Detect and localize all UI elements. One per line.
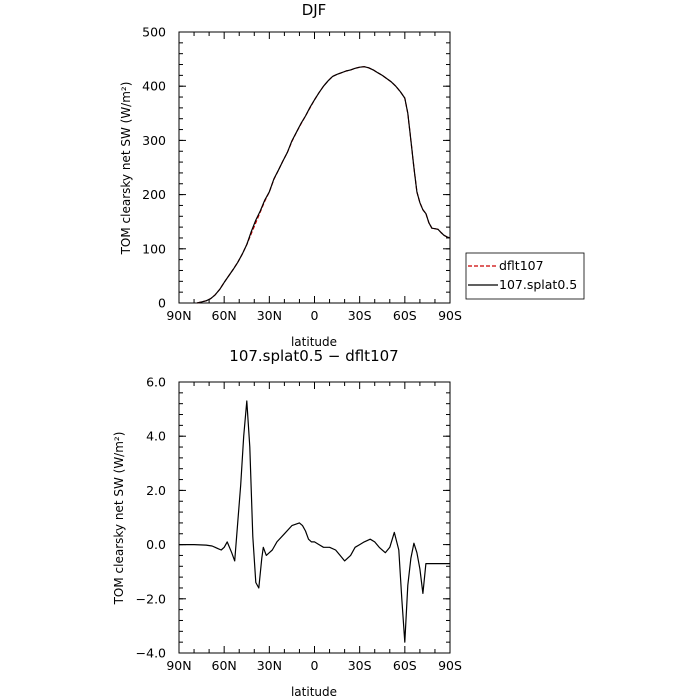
bottom-chart-ytick-label: 4.0 [146, 429, 166, 444]
top-chart-xtick-label: 90S [438, 308, 462, 323]
legend-label-dflt107: dflt107 [499, 258, 544, 273]
bottom-chart-xtick-label: 60S [393, 658, 417, 673]
top-chart-ytick-label: 300 [142, 133, 166, 148]
top-chart-xtick-label: 30S [348, 308, 372, 323]
bottom-chart-ytick-label: 0.0 [146, 537, 166, 552]
top-chart-xtick-label: 60N [212, 308, 237, 323]
bottom-chart-xtick-label: 90S [438, 658, 462, 673]
bottom-chart-xtick-label: 0 [311, 658, 319, 673]
bottom-chart-ytick-label: 2.0 [146, 483, 166, 498]
bottom-chart-ytick-label: −4.0 [136, 646, 166, 661]
top-chart-series-line-1 [196, 66, 451, 304]
bottom-chart-x-axis-label: latitude [291, 685, 337, 699]
top-chart-x-axis-label: latitude [291, 335, 337, 349]
bottom-chart-series-line-0 [179, 400, 450, 643]
top-chart-frame [178, 31, 451, 304]
bottom-chart-frame [178, 381, 451, 654]
top-chart-y-axis-label: TOM clearsky net SW (W/m²) [119, 82, 133, 256]
top-chart-ytick-label: 100 [142, 241, 166, 256]
bottom-chart-xtick-label: 60N [212, 658, 237, 673]
top-chart-xtick-label: 0 [311, 308, 319, 323]
top-chart-ytick-label: 400 [142, 79, 166, 94]
top-chart-title: DJF [302, 1, 327, 19]
bottom-chart-ytick-label: −2.0 [136, 591, 166, 606]
bottom-chart-xtick-label: 90N [166, 658, 191, 673]
top-chart-legend: dflt107 107.splat0.5 [465, 252, 585, 300]
bottom-chart-xtick-label: 30S [348, 658, 372, 673]
top-chart-ytick-label: 500 [142, 25, 166, 40]
bottom-chart-xtick-label: 30N [257, 658, 282, 673]
bottom-chart-ytick-label: 6.0 [146, 375, 166, 390]
top-chart-xtick-label: 60S [393, 308, 417, 323]
top-chart-xtick-label: 30N [257, 308, 282, 323]
top-chart-ytick-label: 200 [142, 187, 166, 202]
legend-label-splat: 107.splat0.5 [499, 277, 577, 292]
bottom-chart-title: 107.splat0.5 − dflt107 [229, 347, 398, 365]
legend-box [465, 252, 585, 300]
top-chart-ytick-label: 0 [158, 296, 166, 311]
bottom-chart-y-axis-label: TOM clearsky net SW (W/m²) [112, 432, 126, 606]
top-chart-xtick-label: 90N [166, 308, 191, 323]
